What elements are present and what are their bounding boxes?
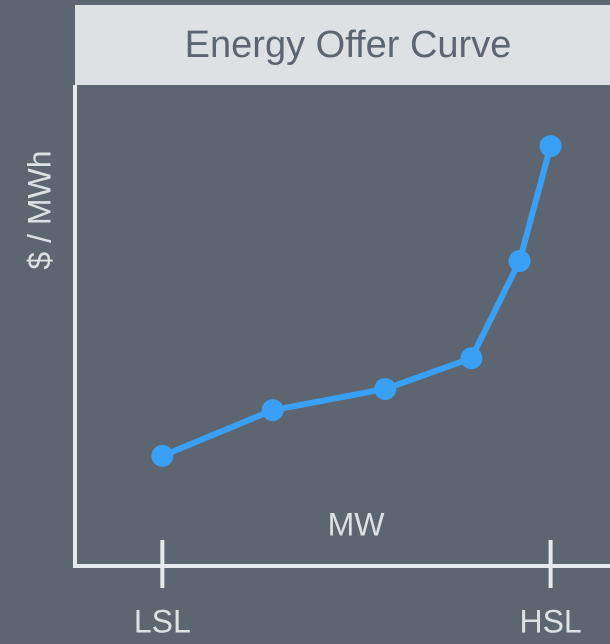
x-tick-label: HSL [519,603,581,639]
y-axis-label: $ / MWh [21,150,57,269]
chart-title: Energy Offer Curve [185,24,512,66]
point [460,347,483,370]
point [539,135,562,158]
point [374,377,397,400]
line [161,145,554,459]
point [508,250,531,273]
point [261,399,284,422]
point [151,444,174,467]
x-axis-label: MW [328,506,386,542]
x-tick-label: LSL [134,603,191,639]
title-bar [75,5,610,85]
